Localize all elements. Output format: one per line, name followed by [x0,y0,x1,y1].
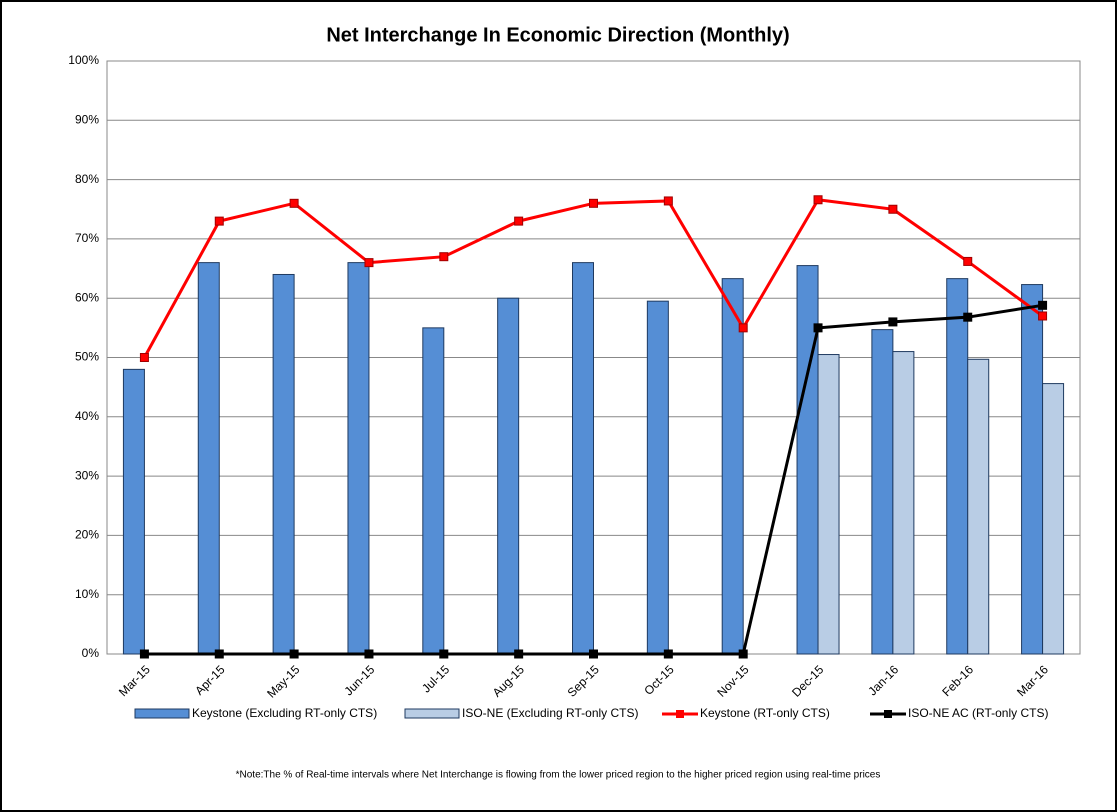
bar [1042,383,1065,655]
legend-marker [676,710,684,718]
marker [364,649,374,659]
marker [589,649,598,659]
legend-label: Keystone (RT-only CTS) [700,706,830,720]
bar [347,262,370,655]
y-tick-label: 50% [75,350,99,364]
marker [663,196,673,206]
bar [892,351,915,655]
y-tick-label: 60% [75,290,99,304]
chart-title: Net Interchange In Economic Direction (M… [326,24,789,46]
legend-label: ISO-NE AC (RT-only CTS) [908,706,1048,720]
y-tick-label: 40% [75,409,99,423]
bar [497,297,520,655]
bar [197,262,220,655]
bar [946,278,969,655]
marker [439,252,449,262]
bar [967,358,990,655]
marker [514,216,524,226]
marker [963,256,973,266]
marker [963,312,973,322]
marker [139,649,149,659]
bar [572,262,594,655]
bar [422,327,445,655]
chart-note: *Note:The % of Real-time intervals where… [236,770,881,781]
marker [738,649,748,659]
marker [214,216,224,226]
y-tick-label: 90% [75,112,99,126]
y-tick-label: 30% [75,468,99,482]
legend-swatch [134,708,190,719]
y-tick-label: 10% [75,587,99,601]
marker [214,649,224,659]
marker [813,323,823,333]
legend-swatch [404,708,460,719]
legend-label: ISO-NE (Excluding RT-only CTS) [462,706,639,720]
legend-label: Keystone (Excluding RT-only CTS) [192,706,377,720]
bar [122,368,145,655]
y-tick-label: 0% [82,646,100,660]
y-tick-label: 80% [75,172,99,186]
marker [439,649,449,659]
marker [813,195,823,205]
bar [646,300,669,655]
marker [1038,300,1048,310]
marker [139,353,149,362]
marker [289,198,299,208]
marker [289,649,299,659]
y-tick-label: 20% [75,528,99,542]
legend-marker [884,710,892,718]
marker [888,317,898,327]
marker [738,323,748,333]
bar [1021,284,1044,655]
bar [817,354,840,655]
bar [871,329,894,655]
marker [514,649,524,659]
marker [589,198,598,208]
bar [721,278,744,655]
y-tick-label: 100% [68,53,99,67]
marker [888,204,898,214]
marker [663,649,673,659]
marker [1038,311,1048,321]
y-tick-label: 70% [75,231,99,245]
bar [272,273,295,655]
marker [364,258,374,268]
